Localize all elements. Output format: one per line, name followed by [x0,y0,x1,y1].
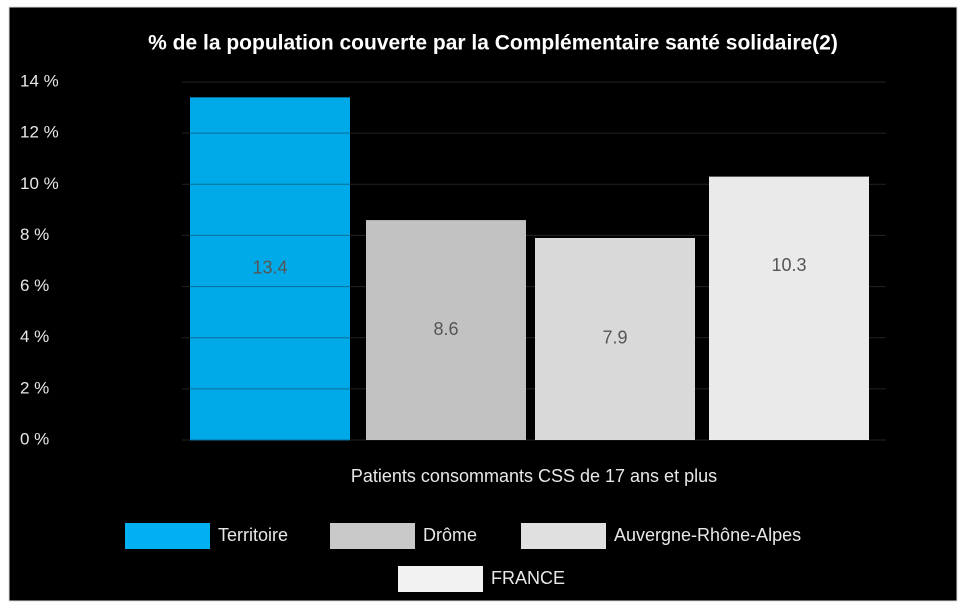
y-tick-label: 12 % [20,123,59,142]
y-tick-label: 0 % [20,429,49,448]
legend-label: Territoire [218,525,288,545]
legend-swatch [330,523,415,549]
x-tick-label: Patients consommants CSS de 17 ans et pl… [351,466,717,486]
legend-swatch [398,566,483,592]
bar [709,176,869,440]
y-tick-label: 4 % [20,327,49,346]
data-label: 13.4 [252,257,287,277]
legend-swatch [521,523,606,549]
legend-swatch [125,523,210,549]
y-tick-label: 10 % [20,174,59,193]
legend-label: Drôme [423,525,477,545]
bar [366,220,526,440]
y-tick-label: 2 % [20,378,49,397]
y-tick-label: 14 % [20,71,59,90]
bar [190,97,350,440]
y-tick-label: 6 % [20,276,49,295]
bar [535,237,695,440]
legend-label: Auvergne-Rhône-Alpes [614,525,801,545]
data-label: 10.3 [771,255,806,275]
legend-label: FRANCE [491,568,565,588]
data-label: 8.6 [433,319,458,339]
y-tick-label: 8 % [20,225,49,244]
data-label: 7.9 [602,328,627,348]
chart-title: % de la population couverte par la Compl… [148,32,838,55]
